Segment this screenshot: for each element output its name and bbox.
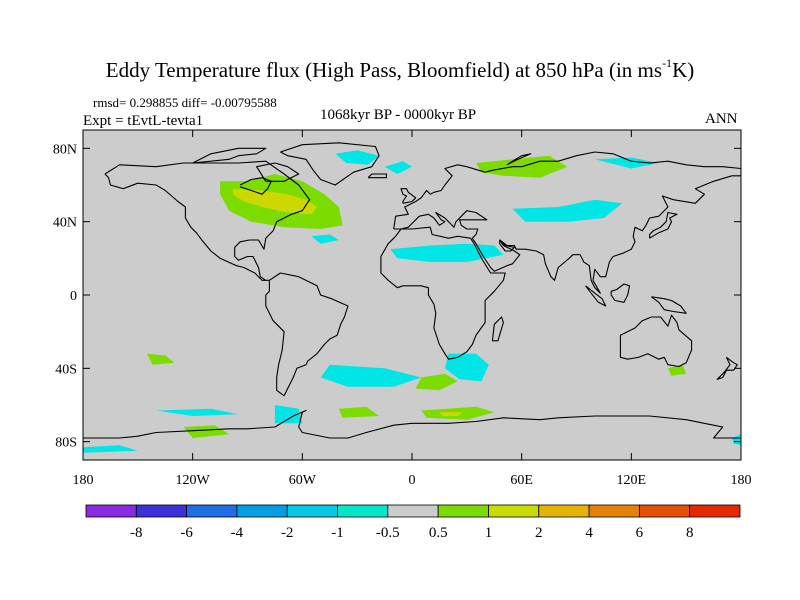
field-region-cyan-21 xyxy=(731,434,741,446)
chart-title: Eddy Temperature flux (High Pass, Bloomf… xyxy=(0,56,800,83)
field-region-cyan-11 xyxy=(320,364,422,387)
field-region-cyan-6 xyxy=(512,199,623,222)
colorbar-label-10: 6 xyxy=(636,525,644,541)
coastline-new-guinea xyxy=(651,296,687,314)
field-region-green-19 xyxy=(667,364,687,376)
field-region-green-12 xyxy=(147,353,175,365)
coastline-arabia-gulf xyxy=(499,239,515,252)
colorbar-label-11: 8 xyxy=(686,525,694,541)
coastline-eurasia xyxy=(393,151,741,294)
coastline-south-america xyxy=(265,272,349,397)
field-region-cyan-4 xyxy=(311,234,339,244)
season-label: ANN xyxy=(705,111,738,127)
coastline-japan xyxy=(649,211,678,239)
colorbar: -8 -6 -4 -2 -1 -0.5 0.5 1 2 4 6 8 xyxy=(85,504,741,541)
field-region-cyan-2 xyxy=(335,150,380,165)
field-region-cyan-3 xyxy=(384,161,412,174)
x-tick-label-4: 60E xyxy=(510,473,533,488)
colorbar-label-8: 2 xyxy=(535,525,543,541)
field-region-green-15 xyxy=(338,406,380,418)
colorbar-label-5: -0.5 xyxy=(376,525,400,541)
field-region-green-14 xyxy=(183,425,230,438)
field-region-cyan-20 xyxy=(83,445,138,453)
field-region-cyan-16 xyxy=(274,405,303,424)
colorbar-swatch-4 xyxy=(286,504,338,518)
coastline-baffin xyxy=(256,162,300,182)
x-tick-label-5: 120E xyxy=(617,473,647,488)
y-tick-label-3: 40S xyxy=(55,362,77,377)
field-region-cyan-8 xyxy=(594,157,659,169)
colorbar-swatch-3 xyxy=(236,504,288,518)
coastline-new-zealand xyxy=(716,356,738,380)
colorbar-swatch-2 xyxy=(186,504,238,518)
coastline-sumatra xyxy=(585,285,607,307)
y-tick-label-0: 80N xyxy=(53,142,77,157)
colorbar-swatch-7 xyxy=(437,504,489,518)
stats-annotation: rmsd= 0.298855 diff= -0.00795588 xyxy=(93,95,277,110)
experiment-label: Expt = tEvtL-tevta1 xyxy=(83,113,204,129)
colorbar-swatch-9 xyxy=(538,504,590,518)
coastline-antarctica xyxy=(83,409,741,439)
coastline-australia xyxy=(619,314,693,368)
y-tick-label-2: 0 xyxy=(70,289,77,304)
field-region-green-10 xyxy=(415,373,458,391)
colorbar-label-9: 4 xyxy=(585,525,593,541)
colorbar-label-3: -2 xyxy=(281,525,294,541)
chart-title-superscript: -1 xyxy=(662,56,673,70)
coastline-hudson-bay xyxy=(239,177,272,195)
period-label: 1068kyr BP - 0000kyr BP xyxy=(320,107,477,123)
map-background xyxy=(83,130,741,460)
colorbar-label-6: 0.5 xyxy=(429,525,448,541)
field-region-cyan-9 xyxy=(444,353,489,382)
colorbar-swatch-5 xyxy=(337,504,389,518)
y-tick-label-1: 40N xyxy=(53,216,77,231)
coastline-iceland xyxy=(367,173,387,179)
chart-title-end: K) xyxy=(672,58,695,82)
colorbar-swatch-1 xyxy=(135,504,188,518)
x-tick-label-3: 0 xyxy=(409,473,416,488)
coastline-canada-arctic xyxy=(192,147,267,164)
x-tick-label-2: 60W xyxy=(289,473,317,488)
colorbar-swatch-8 xyxy=(488,504,540,518)
y-tick-label-4: 80S xyxy=(55,436,77,451)
coastline-madagascar xyxy=(491,316,504,342)
colorbar-label-2: -4 xyxy=(231,525,244,541)
colorbar-swatch-12 xyxy=(689,504,741,518)
axis-layer: 180 120W 60W 0 60E 120E 180 80N 40N 0 40S 80S xyxy=(53,130,752,488)
chart-title-text: Eddy Temperature flux (High Pass, Bloomf… xyxy=(105,58,663,82)
coastline-layer xyxy=(83,142,741,439)
coastline-indonesia-borneo xyxy=(610,283,631,303)
colorbar-label-4: -1 xyxy=(331,525,344,541)
coastline-greenland xyxy=(280,142,380,186)
field-region-yellow-18 xyxy=(439,412,464,416)
colorbar-swatch-6 xyxy=(387,504,439,518)
colorbar-swatch-11 xyxy=(638,504,691,518)
x-tick-label-6: 180 xyxy=(731,473,752,488)
colorbar-label-7: 1 xyxy=(485,525,493,541)
colorbar-label-1: -6 xyxy=(180,525,193,541)
x-tick-label-0: 180 xyxy=(73,473,94,488)
anomaly-field-layer xyxy=(83,150,741,453)
x-tick-label-1: 120W xyxy=(176,473,211,488)
colorbar-swatch-0 xyxy=(85,504,137,518)
colorbar-swatch-10 xyxy=(588,504,640,518)
field-region-cyan-13 xyxy=(156,408,239,416)
coastline-uk xyxy=(400,188,417,204)
field-region-yellow-1 xyxy=(232,188,317,215)
coastline-svalbard-novaya xyxy=(506,153,532,166)
field-region-cyan-5 xyxy=(390,243,504,262)
coastline-africa xyxy=(380,226,506,360)
coastline-north-america xyxy=(104,160,311,281)
colorbar-label-0: -8 xyxy=(130,525,143,541)
